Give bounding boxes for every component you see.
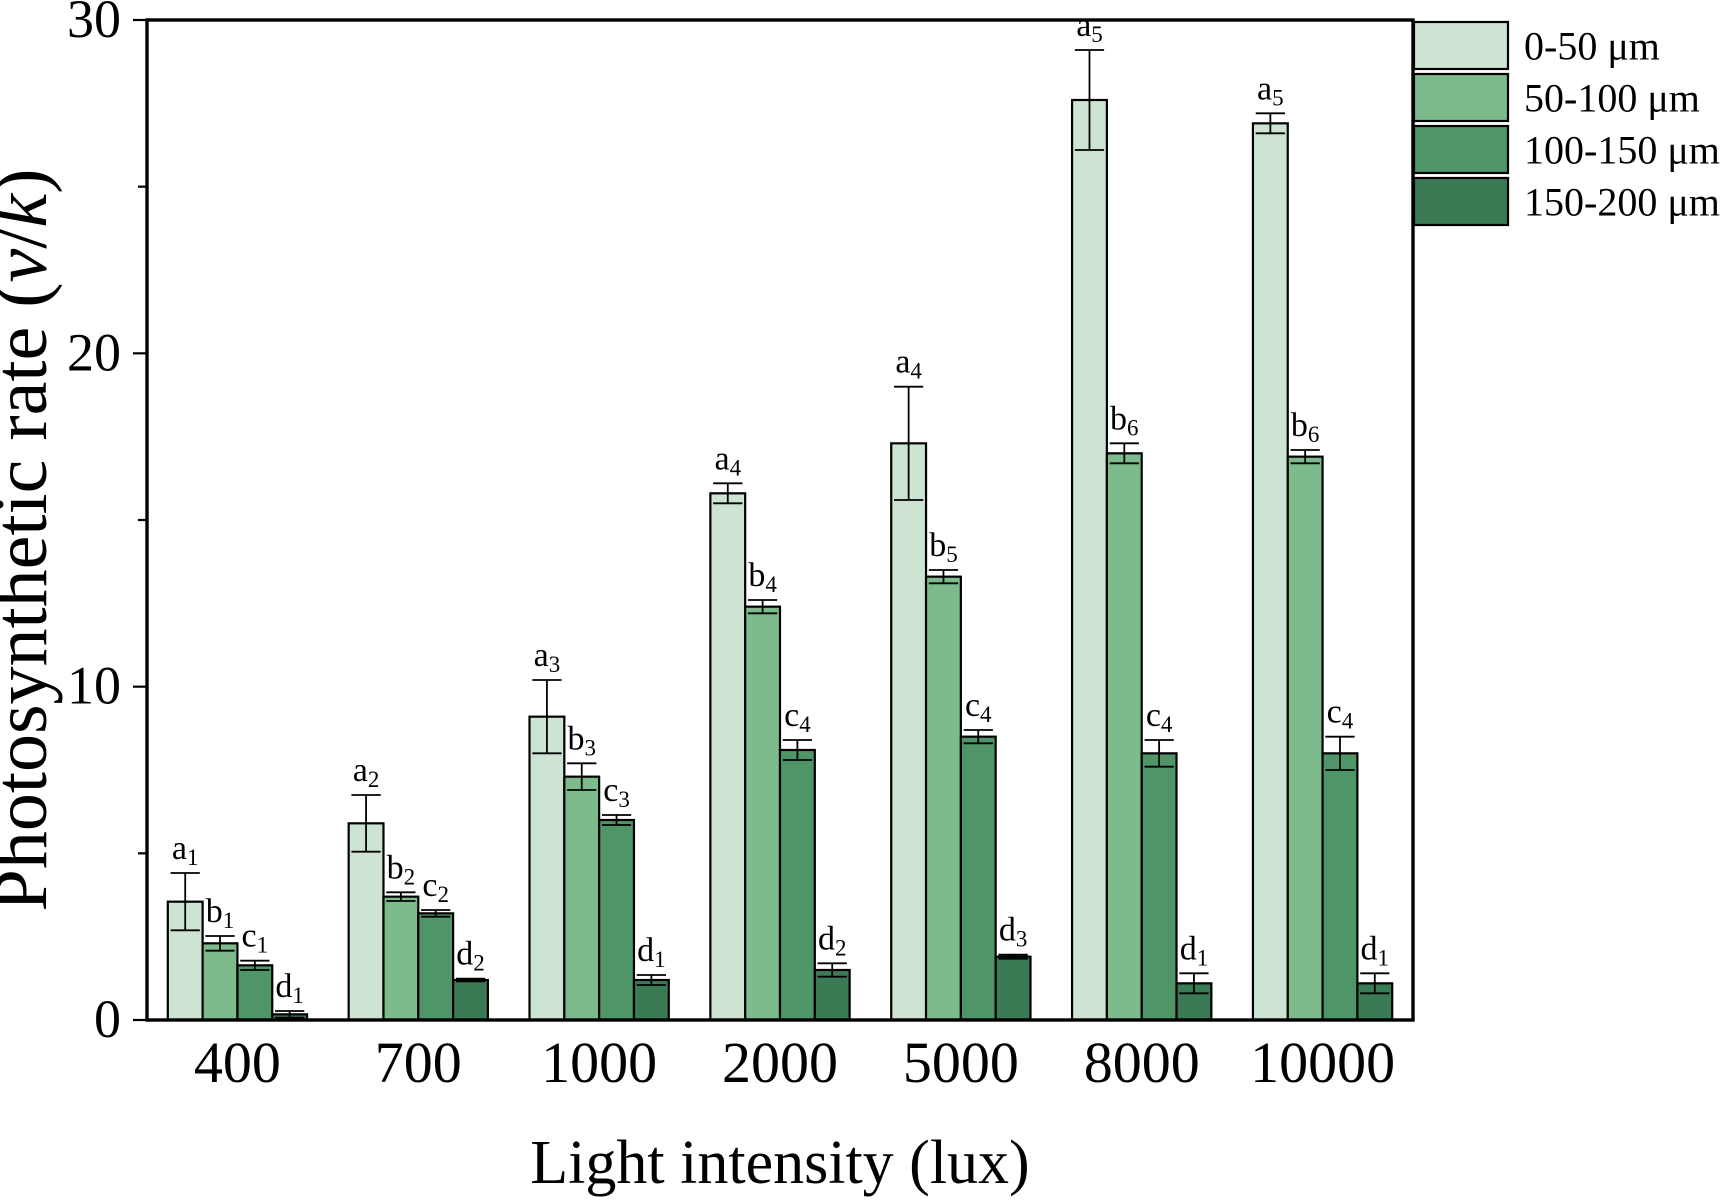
- svg-text:10000: 10000: [1250, 1030, 1395, 1095]
- svg-text:20: 20: [67, 322, 121, 382]
- svg-text:700: 700: [375, 1030, 462, 1095]
- svg-text:400: 400: [194, 1030, 281, 1095]
- svg-text:10: 10: [67, 656, 121, 716]
- svg-text:150-200 μm: 150-200 μm: [1524, 180, 1720, 225]
- svg-text:0-50 μm: 0-50 μm: [1524, 24, 1660, 69]
- svg-text:2000: 2000: [722, 1030, 838, 1095]
- svg-text:8000: 8000: [1084, 1030, 1200, 1095]
- svg-text:5000: 5000: [903, 1030, 1019, 1095]
- svg-text:0: 0: [94, 989, 121, 1049]
- svg-text:Photosynthetic rate (v/k): Photosynthetic rate (v/k): [0, 169, 63, 912]
- svg-text:30: 30: [67, 0, 121, 49]
- svg-text:Light intensity (lux): Light intensity (lux): [530, 1129, 1029, 1197]
- svg-text:100-150 μm: 100-150 μm: [1524, 128, 1720, 173]
- svg-text:1000: 1000: [541, 1030, 657, 1095]
- svg-text:50-100 μm: 50-100 μm: [1524, 76, 1700, 121]
